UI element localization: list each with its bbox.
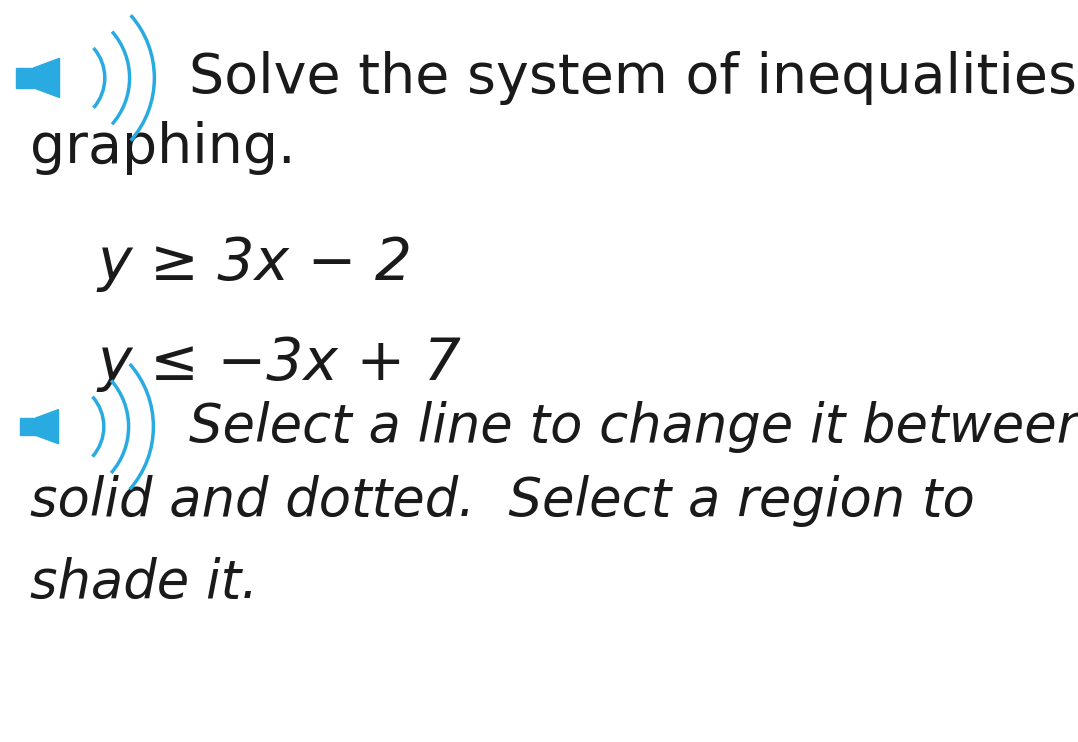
Polygon shape xyxy=(36,410,58,444)
Text: Select a line to change it between: Select a line to change it between xyxy=(189,401,1078,453)
Polygon shape xyxy=(33,59,59,97)
Text: Solve the system of inequalities by: Solve the system of inequalities by xyxy=(189,51,1078,105)
Text: graphing.: graphing. xyxy=(30,122,295,175)
Text: solid and dotted.  Select a region to: solid and dotted. Select a region to xyxy=(30,475,975,527)
Polygon shape xyxy=(15,68,33,88)
Text: y ≥ 3x − 2: y ≥ 3x − 2 xyxy=(97,235,412,292)
Polygon shape xyxy=(20,418,36,436)
Text: y ≤ −3x + 7: y ≤ −3x + 7 xyxy=(97,335,461,392)
Text: shade it.: shade it. xyxy=(30,556,259,608)
